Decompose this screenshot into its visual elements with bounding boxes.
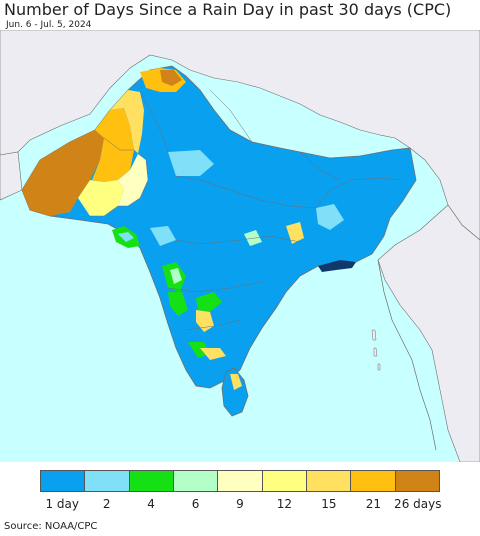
deccan-green-2 [168, 292, 188, 316]
tamil-green [188, 342, 210, 358]
bangladesh-light-blue [316, 204, 344, 230]
legend-label: 26 days [394, 497, 442, 511]
internal-boundaries [90, 89, 401, 331]
outside-land-north [0, 30, 480, 241]
legend-swatch [262, 471, 307, 491]
legend-labels: 1 day 2 4 6 9 12 15 21 26 days [40, 497, 442, 513]
dry-zone-15-days [110, 90, 144, 154]
legend-label: 12 [276, 497, 293, 511]
source-credit: Source: NOAA/CPC [4, 521, 98, 532]
coast-dark [318, 260, 356, 272]
east-yellow [286, 222, 304, 244]
legend-label: 1 day [45, 497, 79, 511]
rain-days-map [0, 30, 480, 462]
color-legend [40, 470, 440, 492]
kashmir-21-patch [160, 70, 182, 86]
dry-zone-9-days [118, 154, 148, 206]
dry-zone-12-days [78, 180, 124, 216]
legend-label: 21 [365, 497, 381, 511]
myanmar-coast [377, 259, 437, 451]
map-title: Number of Days Since a Rain Day in past … [4, 0, 452, 19]
legend-label: 2 [102, 497, 111, 511]
legend-swatch [218, 471, 263, 491]
north-light-blue [168, 150, 214, 176]
legend-swatch [351, 471, 396, 491]
legend-label: 15 [321, 497, 337, 511]
gujarat-light [118, 232, 134, 242]
east-light-green [244, 230, 262, 246]
outside-land-southeast [377, 204, 480, 462]
kerala-yellow [200, 348, 226, 360]
legend-label: 9 [236, 497, 244, 511]
legend-swatch [85, 471, 130, 491]
andaman-islands [371, 329, 381, 371]
legend-swatch [173, 471, 219, 491]
date-range: Jun. 6 - Jul. 5, 2024 [6, 20, 92, 30]
sri-lanka-dry [230, 374, 242, 390]
legend-swatch [129, 471, 174, 491]
legend-swatch [41, 471, 86, 491]
deccan-light-green [170, 268, 182, 284]
andhra-green [196, 292, 222, 312]
legend-swatch [306, 471, 352, 491]
central-light-blue [150, 226, 176, 246]
legend-label: 4 [147, 497, 155, 511]
legend-swatch [395, 471, 439, 491]
dry-zone-26-days [22, 130, 104, 216]
legend-label: 6 [191, 497, 200, 511]
sri-lanka [221, 367, 249, 417]
